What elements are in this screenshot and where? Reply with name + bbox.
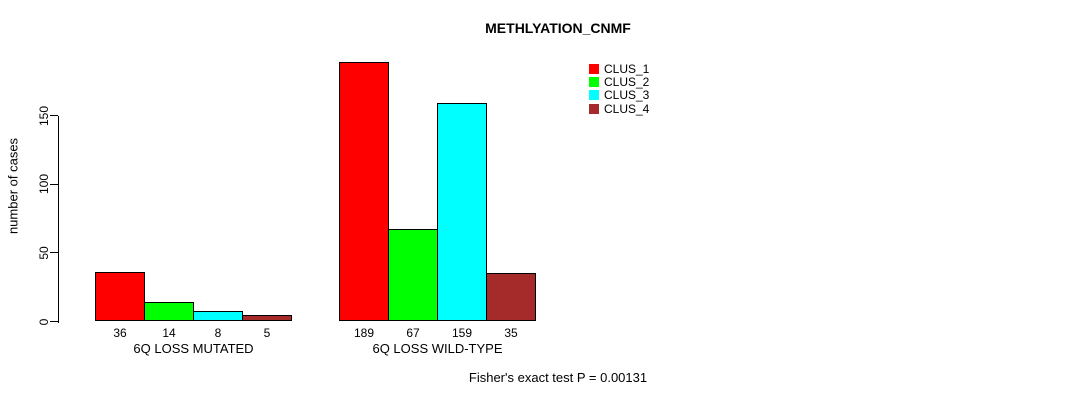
bar-value-label: 14 [162,326,176,340]
bar-value-label: 35 [504,326,518,340]
bar-clus_2-group2 [388,229,438,322]
bar-clus_4-group2 [486,273,536,322]
legend-swatch-clus_4 [589,103,599,114]
bar-value-label: 8 [214,326,222,340]
bar-value-label: 159 [451,326,473,340]
y-tick-label: 50 [37,246,51,260]
group-label: 6Q LOSS WILD-TYPE [372,341,503,356]
y-tick-label: 150 [37,105,51,126]
bar-clus_3-group2 [437,103,487,322]
y-tick-label: 100 [37,174,51,195]
y-tick-label: 0 [37,318,51,325]
bar-value-label: 5 [263,326,271,340]
bar-clus_3-group1 [193,310,243,322]
y-axis-line [58,115,59,323]
legend-label: CLUS_2 [604,75,650,90]
bar-value-label: 67 [406,326,420,340]
legend-item-clus_3: CLUS_3 [589,88,650,103]
y-tick-mark [50,183,58,185]
legend-swatch-clus_1 [589,63,599,74]
y-axis-label: number of cases [5,137,21,235]
legend-swatch-clus_3 [589,90,599,101]
group-label: 6Q LOSS MUTATED [133,341,254,356]
chart-title: METHLYATION_CNMF [485,20,631,36]
legend: CLUS_1 CLUS_2 CLUS_3 CLUS_4 [589,62,649,116]
bar-clus_4-group1 [242,314,292,322]
legend-label: CLUS_1 [604,61,650,76]
y-tick-mark [50,321,58,322]
legend-item-clus_4: CLUS_4 [589,101,650,116]
bar-clus_1-group2 [339,61,389,322]
legend-label: CLUS_3 [604,88,650,103]
legend-label: CLUS_4 [604,101,650,116]
y-tick-mark [50,115,58,116]
bar-value-label: 189 [353,326,375,340]
y-tick-mark [50,252,58,254]
bar-clus_2-group1 [144,302,194,322]
legend-swatch-clus_2 [589,77,599,88]
bar-value-label: 36 [113,326,127,340]
bar-clus_1-group1 [95,272,145,322]
annotation-text: Fisher's exact test P = 0.00131 [468,370,648,385]
legend-item-clus_1: CLUS_1 [589,61,650,76]
legend-item-clus_2: CLUS_2 [589,75,650,90]
